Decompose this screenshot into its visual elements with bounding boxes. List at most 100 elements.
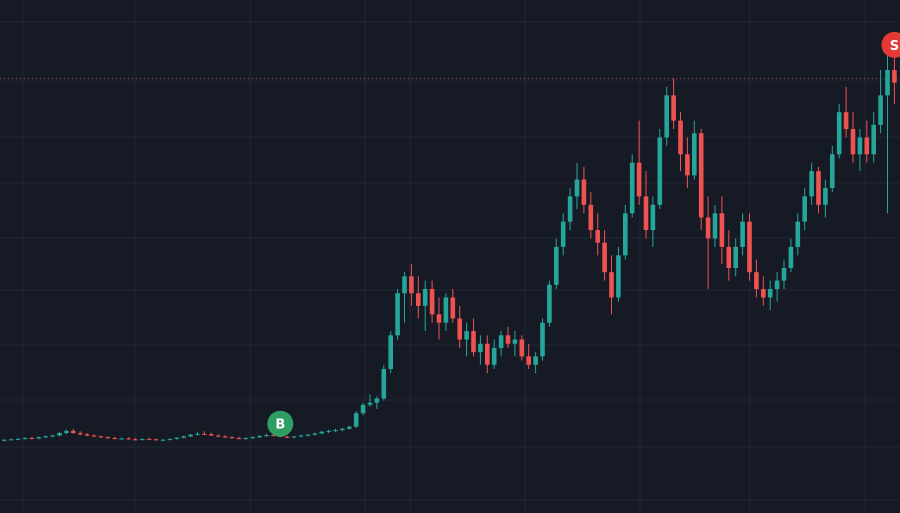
candle-body: [333, 430, 338, 432]
trade-markers: BS: [267, 31, 900, 437]
candle: [236, 436, 242, 440]
candle: [112, 436, 117, 440]
candle: [77, 431, 83, 436]
candle-body: [188, 434, 193, 437]
candle: [781, 259, 787, 290]
candle: [850, 112, 856, 163]
candle: [8, 438, 14, 441]
candle: [471, 318, 476, 357]
candle-body: [885, 70, 890, 96]
candle: [809, 162, 814, 205]
candle-body: [719, 213, 725, 247]
candle: [878, 70, 883, 134]
candle: [71, 428, 76, 434]
candle: [222, 435, 228, 439]
candle: [636, 120, 642, 205]
sell-marker: S: [881, 31, 900, 58]
candle-body: [50, 435, 55, 437]
candle-body: [105, 437, 111, 439]
candle: [629, 154, 635, 218]
candle: [402, 272, 407, 323]
candle: [126, 437, 131, 440]
candle: [133, 438, 138, 441]
candle-body: [271, 435, 276, 437]
candle: [250, 436, 255, 439]
candle-body: [381, 369, 387, 399]
candle-body: [160, 439, 166, 441]
candle-body: [567, 196, 573, 222]
candle-body: [505, 335, 511, 344]
candle-body: [540, 322, 545, 357]
candle: [802, 187, 807, 231]
candle: [181, 435, 186, 439]
candle-body: [450, 297, 456, 319]
candle: [140, 438, 145, 441]
candle: [202, 431, 207, 436]
candle-body: [8, 439, 14, 441]
candle: [705, 196, 711, 290]
candle: [167, 438, 173, 441]
candle: [105, 436, 111, 439]
candle-body: [388, 335, 393, 370]
candle: [836, 103, 842, 159]
candle: [664, 86, 669, 146]
candle-body: [36, 437, 42, 439]
candle: [491, 339, 497, 370]
candle-body: [22, 438, 28, 440]
candle: [774, 272, 780, 302]
candle-body: [519, 339, 525, 357]
candle-body: [153, 439, 159, 441]
candle-body: [360, 404, 366, 414]
candle: [2, 439, 7, 442]
candle: [595, 213, 600, 256]
candle: [229, 436, 235, 439]
candle: [650, 196, 656, 247]
candle-body: [464, 331, 469, 340]
candle: [264, 433, 269, 437]
candle-body: [581, 179, 587, 205]
candle-body: [340, 428, 345, 431]
candle-body: [747, 221, 752, 273]
candle: [367, 394, 373, 407]
candle-body: [305, 434, 311, 436]
candle-body: [457, 318, 462, 340]
candle-body: [774, 280, 780, 290]
candle-body: [91, 435, 97, 437]
candle: [685, 137, 690, 188]
candle-body: [209, 434, 214, 436]
buy-marker: B: [267, 410, 294, 437]
candle-body: [243, 438, 249, 440]
candle-body: [250, 437, 255, 439]
candle-body: [761, 289, 766, 298]
candle-body: [491, 347, 497, 365]
candle: [588, 192, 594, 239]
candle: [733, 238, 738, 277]
candle: [50, 434, 55, 438]
candle-body: [395, 293, 400, 336]
candle-body: [167, 438, 173, 440]
candle: [512, 331, 518, 357]
candle-body: [726, 246, 732, 268]
candle: [581, 166, 587, 214]
candle: [381, 364, 387, 401]
candle-body: [657, 137, 663, 205]
candle-body: [264, 435, 269, 437]
candle: [422, 280, 428, 332]
candle-body: [298, 435, 304, 437]
candle: [360, 402, 366, 416]
candle: [464, 322, 469, 357]
candle-body: [126, 438, 131, 440]
candle: [788, 238, 794, 273]
candle: [892, 49, 897, 104]
candle-body: [554, 246, 559, 285]
candle: [526, 343, 531, 370]
candle-body: [692, 133, 697, 176]
candle-body: [29, 438, 35, 440]
candle: [602, 230, 607, 281]
candle: [436, 297, 442, 340]
candle: [554, 238, 559, 290]
candle-body: [312, 433, 318, 435]
candle: [505, 326, 511, 348]
